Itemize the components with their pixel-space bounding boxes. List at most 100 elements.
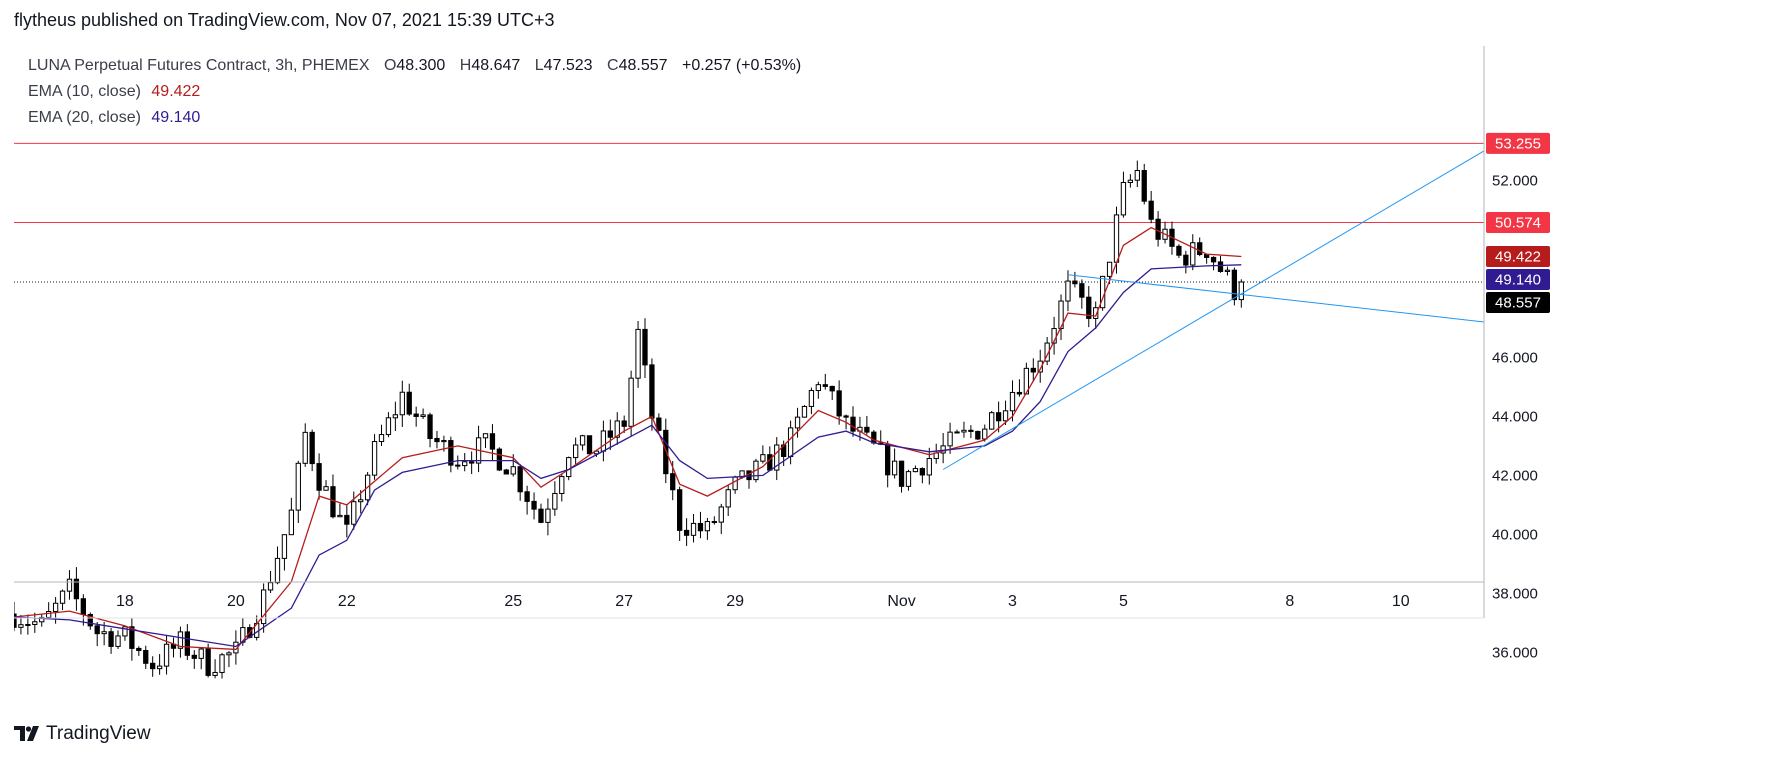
candle: [912, 465, 919, 473]
candle: [683, 518, 690, 546]
candle-body: [80, 598, 86, 615]
price-tag: 49.422: [1486, 245, 1550, 267]
candle: [358, 490, 364, 514]
candle-body: [677, 489, 683, 531]
candle-body: [801, 405, 808, 418]
candle-body: [25, 623, 31, 626]
candle: [891, 448, 898, 479]
ema10-legend-row[interactable]: EMA (10, close) 49.422: [28, 79, 801, 105]
ema20-legend-row[interactable]: EMA (20, close) 49.140: [28, 105, 801, 131]
candle-body: [850, 416, 856, 432]
candle-body: [711, 521, 717, 524]
candle: [482, 433, 489, 448]
candle-body: [919, 468, 925, 476]
candle: [94, 621, 100, 647]
x-tick-label: 27: [615, 593, 633, 610]
candle-body: [371, 441, 378, 476]
candle: [351, 491, 357, 530]
candle-body: [184, 631, 190, 656]
symbol-legend-row[interactable]: LUNA Perpetual Futures Contract, 3h, PHE…: [28, 53, 801, 79]
tradingview-logo-icon: [14, 726, 39, 741]
candle-body: [212, 671, 218, 676]
candle-body: [697, 522, 704, 532]
candle: [1197, 237, 1203, 257]
candle-body: [912, 468, 919, 473]
candle-body: [1065, 280, 1071, 302]
candle: [586, 435, 593, 455]
candle-body: [1113, 214, 1120, 263]
candle-body: [1141, 170, 1147, 202]
ohlc-open-key: O: [383, 57, 397, 74]
candle-body: [961, 429, 967, 433]
candle: [774, 437, 780, 481]
candle-body: [316, 463, 322, 491]
candle: [954, 429, 960, 434]
candle: [697, 511, 704, 539]
candle-body: [1030, 367, 1036, 373]
candle-body: [926, 458, 932, 476]
candle: [1134, 160, 1140, 188]
tradingview-footer[interactable]: TradingView: [14, 720, 151, 748]
candle: [1217, 255, 1224, 273]
candle-body: [489, 433, 496, 450]
candle-body: [510, 466, 516, 475]
x-tick-label: 3: [1008, 593, 1017, 610]
candle-body: [468, 461, 475, 464]
candle-body: [774, 444, 780, 471]
candle-body: [1210, 256, 1217, 263]
candle: [704, 517, 711, 540]
price-tag: 53.255: [1486, 132, 1550, 154]
price-tag-label: 49.422: [1495, 248, 1541, 265]
candle: [475, 425, 482, 473]
candle-body: [794, 416, 801, 429]
candle-body: [843, 415, 849, 418]
candle: [1127, 174, 1134, 188]
candle-body: [18, 624, 24, 628]
candle-body: [995, 412, 1002, 422]
y-tick-label: 42.000: [1492, 467, 1538, 484]
candle-body: [885, 443, 891, 476]
candle: [711, 516, 717, 525]
candle: [1086, 285, 1092, 328]
candle-body: [32, 621, 38, 625]
x-tick-label: 29: [726, 593, 744, 610]
candle: [794, 407, 801, 438]
candle-body: [378, 434, 385, 443]
candle: [198, 647, 204, 670]
chart-pane[interactable]: 52.00048.00046.00044.00042.00040.00038.0…: [11, 46, 1791, 713]
candle-body: [302, 431, 308, 464]
candle: [885, 440, 891, 488]
candle: [677, 486, 683, 541]
candle-body: [982, 428, 988, 440]
price-tag-bg: [1486, 268, 1550, 290]
candle-body: [496, 448, 503, 471]
y-tick-label: 44.000: [1492, 408, 1538, 425]
candle: [1037, 349, 1043, 383]
candle: [1162, 221, 1168, 244]
candle: [982, 424, 988, 442]
candle: [1141, 163, 1147, 205]
candle: [579, 434, 586, 451]
price-tag-bg: [1486, 211, 1550, 233]
candle: [614, 412, 620, 445]
candle: [850, 406, 856, 437]
candle: [1183, 250, 1189, 274]
candle: [323, 480, 329, 491]
symbol-title: LUNA Perpetual Futures Contract, 3h, PHE…: [28, 57, 370, 74]
trendline: [942, 150, 1485, 470]
candle-body: [954, 431, 960, 434]
candle-body: [309, 431, 315, 465]
candle-body: [351, 501, 357, 525]
candle: [621, 415, 627, 433]
candle-body: [947, 431, 953, 447]
candle: [143, 645, 149, 669]
price-chart[interactable]: 52.00048.00046.00044.00042.00040.00038.0…: [11, 46, 1791, 713]
y-tick-label: 40.000: [1492, 526, 1538, 543]
candle-body: [1148, 200, 1154, 220]
ohlc-high-value: 48.647: [471, 57, 521, 74]
candle-body: [600, 430, 607, 452]
candle: [150, 656, 156, 677]
candle-body: [989, 412, 995, 430]
candle: [940, 433, 946, 464]
candle-body: [871, 431, 877, 444]
